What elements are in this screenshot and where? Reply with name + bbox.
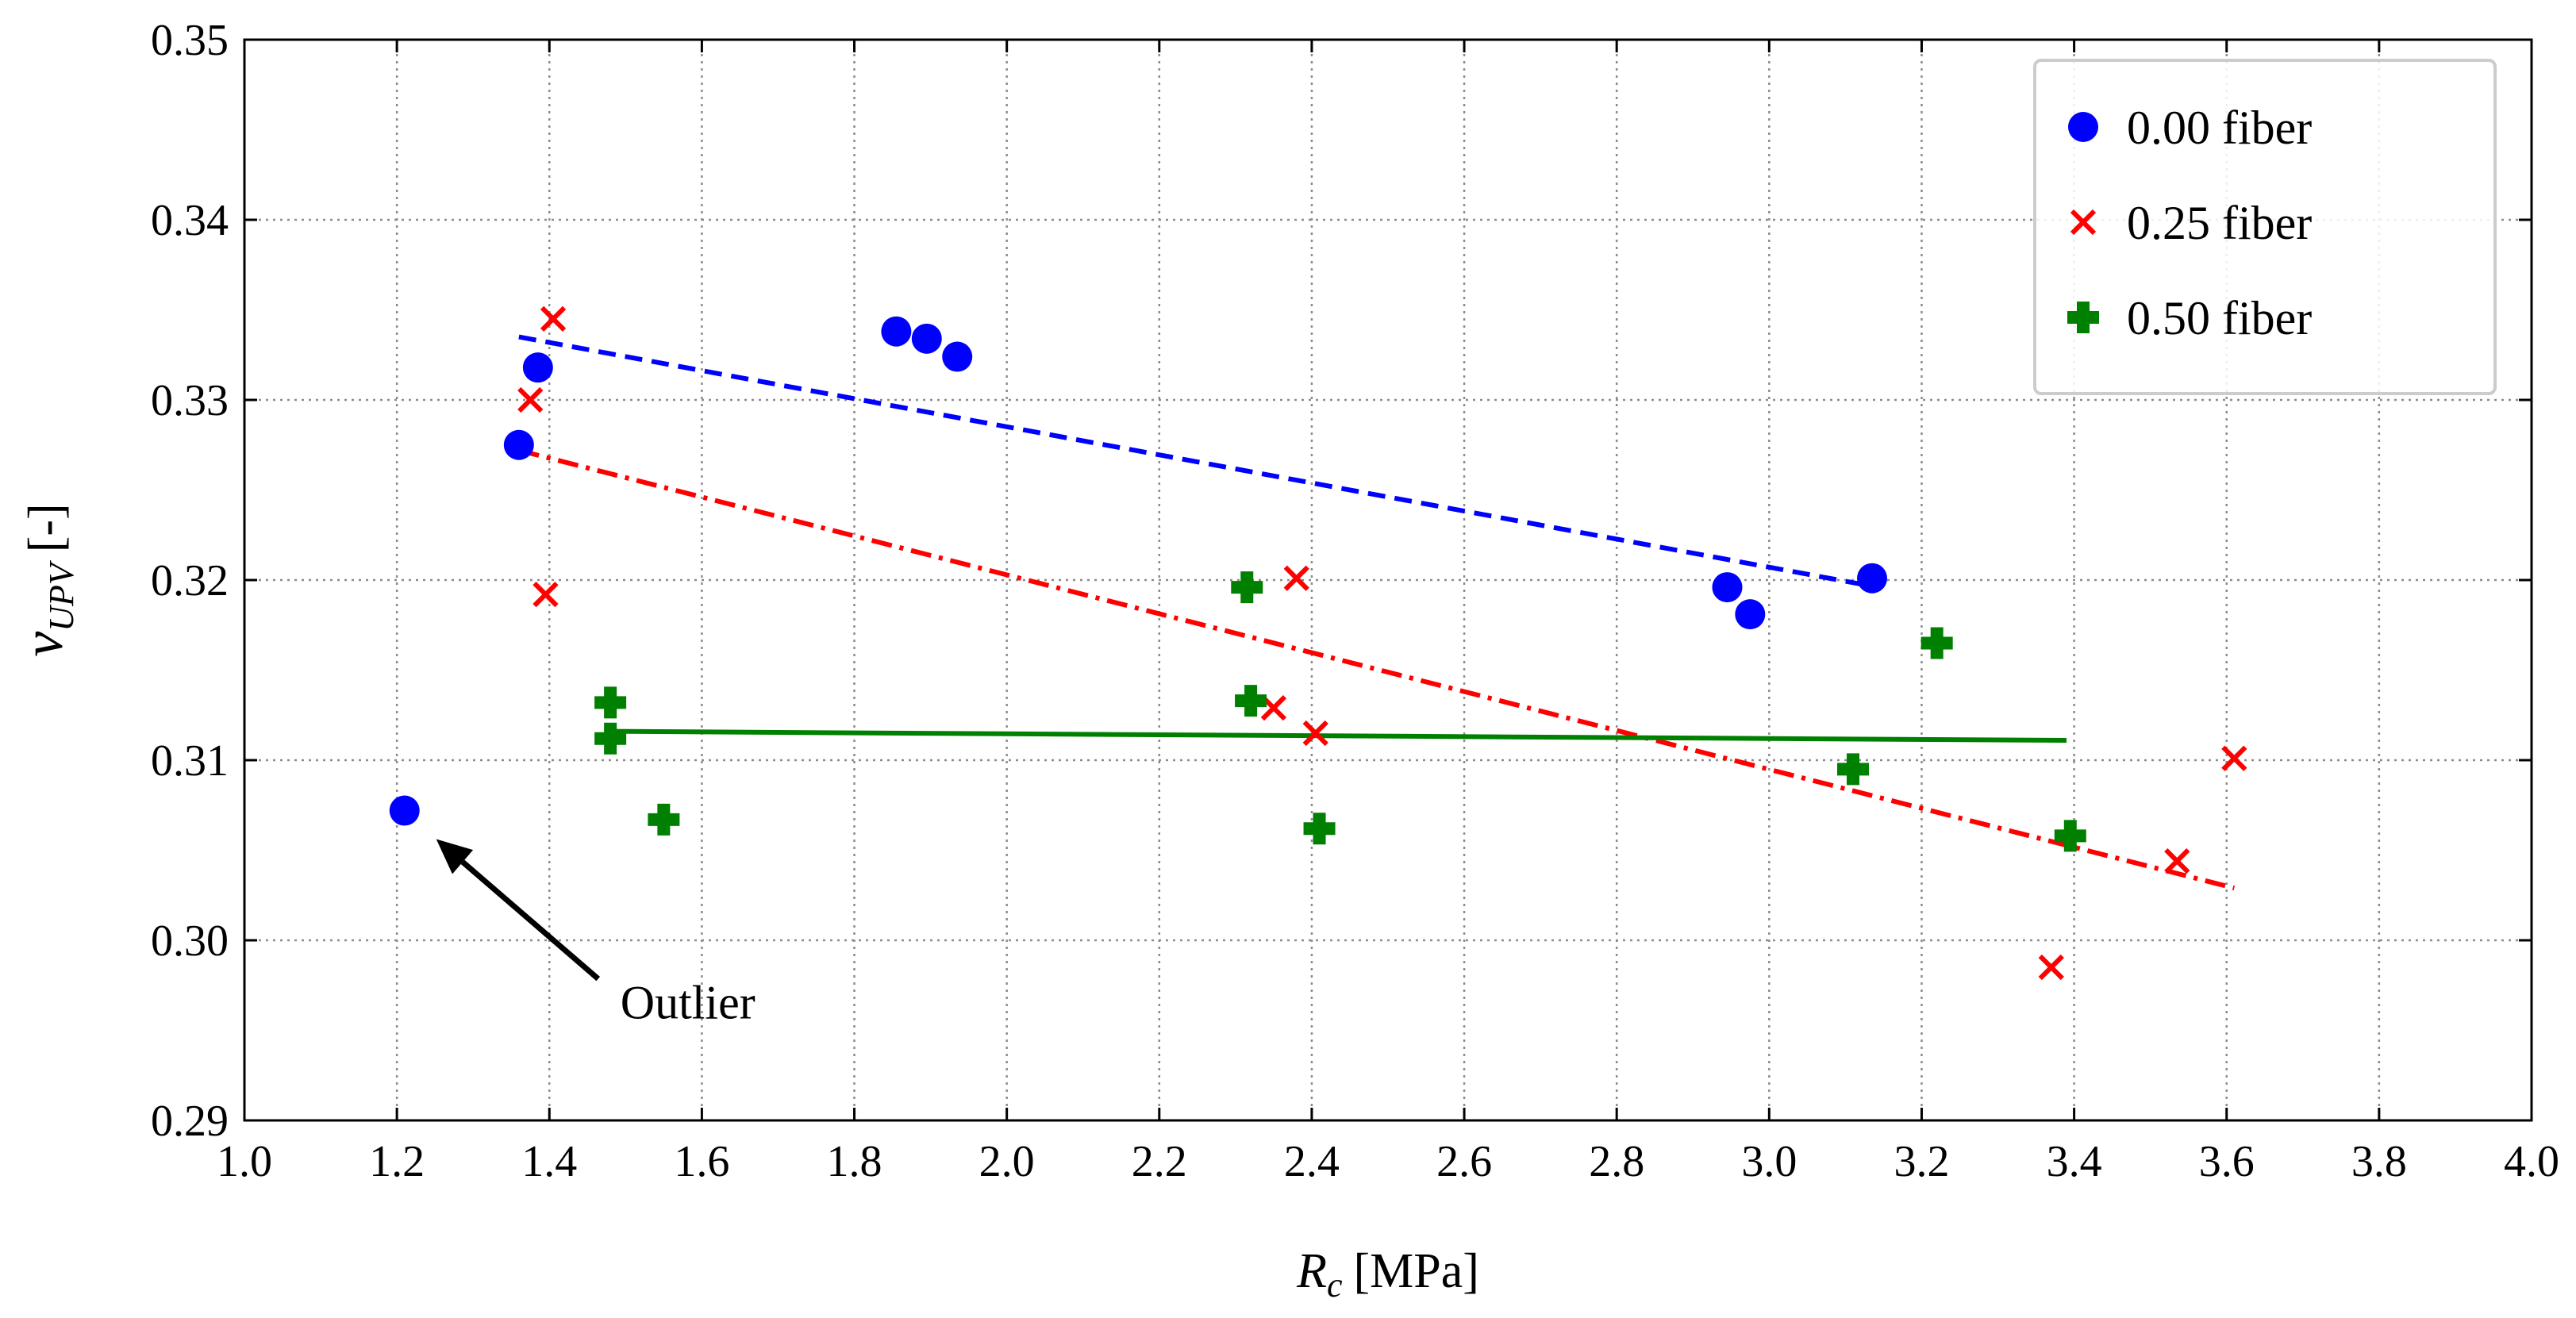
outlier-arrow-head (436, 839, 474, 874)
outlier-label: Outlier (621, 977, 755, 1029)
x-axis-symbol: R (1296, 1244, 1327, 1298)
fit-line (518, 334, 1869, 588)
fit-lines (518, 334, 2236, 891)
tick-labels: 1.0 1.2 1.4 1.6 1.8 2.0 2.2 2.4 2.6 2.8 3.0 3.2 3.4 3… (151, 16, 2559, 1186)
data-point (2038, 954, 2064, 981)
x-tick-label: 1.8 (827, 1137, 882, 1186)
data-point (2070, 209, 2097, 236)
legend-entry: 0.50 fiber (2067, 292, 2312, 344)
legend-box (2033, 59, 2497, 395)
legend: 0.00 fiber 0.25 fiber 0.50 fiber (2033, 59, 2497, 395)
x-tick-label: 3.8 (2351, 1137, 2407, 1186)
outlier-annotation: Outlier (436, 839, 755, 1029)
y-tick-label: 0.29 (151, 1097, 229, 1146)
x-tick-label: 3.4 (2047, 1137, 2102, 1186)
x-tick-label: 3.0 (1741, 1137, 1797, 1186)
x-tick-label: 3.2 (1894, 1137, 1949, 1186)
x-tick-label: 2.8 (1589, 1137, 1644, 1186)
data-point (389, 795, 420, 826)
x-tick-label: 2.6 (1436, 1137, 1492, 1186)
data-point (517, 386, 544, 413)
x-axis-unit: [MPa] (1353, 1244, 1478, 1298)
fit-line (518, 448, 2236, 891)
legend-entry: 0.25 fiber (2070, 197, 2312, 249)
x-tick-label: 2.4 (1284, 1137, 1340, 1186)
data-point (503, 429, 534, 460)
y-axis-subscript: UPV (42, 559, 81, 632)
data-point (1231, 571, 1263, 604)
data-point (594, 686, 627, 719)
data-point (2067, 302, 2099, 333)
data-point (594, 722, 627, 755)
legend-entry: 0.00 fiber (2068, 102, 2312, 154)
x-tick-label: 1.4 (521, 1137, 577, 1186)
data-point (911, 323, 942, 354)
data-markers (389, 305, 2247, 981)
data-point (648, 803, 680, 836)
outlier-arrow (460, 859, 601, 982)
legend-label: 0.25 fiber (2127, 197, 2312, 249)
data-point (1712, 572, 1743, 603)
data-point (2164, 847, 2190, 874)
x-axis-label: Rc [MPa] (1296, 1244, 1479, 1305)
x-tick-label: 3.6 (2199, 1137, 2255, 1186)
y-tick-label: 0.30 (151, 916, 229, 966)
y-tick-label: 0.31 (151, 736, 229, 786)
data-point (2054, 820, 2086, 852)
data-point (1857, 563, 1888, 594)
axis-ticks (243, 38, 2533, 1122)
data-point (1303, 813, 1336, 845)
x-axis-subscript: c (1327, 1266, 1343, 1305)
y-tick-label: 0.33 (151, 376, 229, 425)
x-tick-label: 1.2 (369, 1137, 425, 1186)
data-point (1302, 720, 1328, 747)
data-point (942, 341, 973, 372)
x-tick-label: 1.6 (674, 1137, 729, 1186)
data-point (2221, 745, 2247, 771)
data-point (2068, 112, 2098, 142)
x-tick-label: 1.0 (217, 1137, 272, 1186)
data-point (1735, 599, 1766, 630)
fit-line (610, 728, 2067, 744)
y-tick-label: 0.35 (151, 16, 229, 65)
legend-label: 0.50 fiber (2127, 292, 2312, 344)
data-point (1283, 565, 1309, 591)
data-point (1920, 627, 1953, 659)
y-axis-unit: [-] (19, 503, 73, 552)
data-point (1837, 753, 1870, 786)
data-point (540, 305, 567, 332)
data-point (881, 316, 912, 347)
x-tick-label: 2.2 (1132, 1137, 1187, 1186)
legend-label: 0.00 fiber (2127, 102, 2312, 154)
data-point (522, 352, 553, 383)
y-tick-label: 0.34 (151, 196, 229, 245)
data-point (1235, 685, 1267, 717)
y-axis-symbol: ν (11, 632, 75, 657)
x-tick-label: 4.0 (2504, 1137, 2559, 1186)
x-tick-label: 2.0 (979, 1137, 1035, 1186)
data-point (533, 582, 559, 608)
y-tick-label: 0.32 (151, 556, 229, 605)
y-axis-label: νUPV [-] (11, 503, 81, 656)
